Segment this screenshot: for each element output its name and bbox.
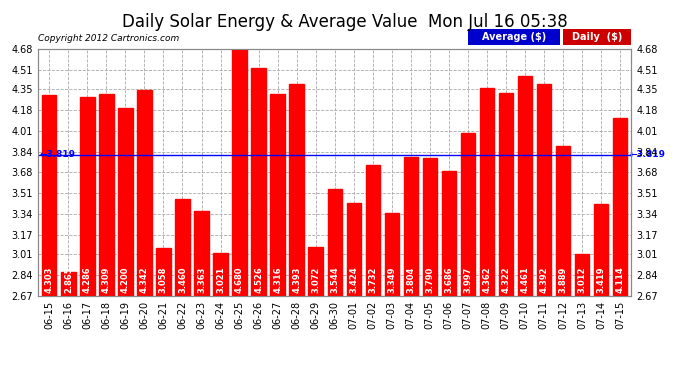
Text: ←3.819: ←3.819: [629, 150, 665, 159]
Text: 2.865: 2.865: [64, 266, 73, 292]
Bar: [537, 84, 551, 296]
Bar: [518, 76, 532, 296]
Bar: [175, 199, 190, 296]
Bar: [213, 253, 228, 296]
Text: 4.392: 4.392: [540, 266, 549, 292]
Bar: [575, 254, 589, 296]
Text: 3.889: 3.889: [558, 266, 567, 292]
Text: 3.732: 3.732: [368, 266, 377, 292]
Text: 3.424: 3.424: [349, 266, 358, 292]
Bar: [480, 88, 494, 296]
Text: 3.072: 3.072: [311, 266, 320, 292]
Text: 3.012: 3.012: [578, 266, 586, 292]
Text: 3.363: 3.363: [197, 266, 206, 292]
Text: 3.997: 3.997: [463, 266, 472, 292]
Text: Daily Solar Energy & Average Value  Mon Jul 16 05:38: Daily Solar Energy & Average Value Mon J…: [122, 13, 568, 31]
Text: ←3.819: ←3.819: [40, 150, 76, 159]
Bar: [42, 95, 57, 296]
Bar: [613, 118, 627, 296]
Bar: [461, 133, 475, 296]
Text: 3.686: 3.686: [444, 266, 453, 292]
Bar: [384, 213, 399, 296]
Text: 3.804: 3.804: [406, 266, 415, 292]
Text: 4.342: 4.342: [140, 266, 149, 292]
Bar: [328, 189, 342, 296]
Bar: [555, 146, 570, 296]
Bar: [442, 171, 456, 296]
Bar: [99, 94, 114, 296]
Text: 4.393: 4.393: [292, 266, 301, 292]
Text: 3.349: 3.349: [387, 266, 396, 292]
Bar: [80, 97, 95, 296]
Bar: [195, 211, 208, 296]
Text: 3.544: 3.544: [330, 266, 339, 292]
Bar: [290, 84, 304, 296]
Bar: [118, 108, 132, 296]
Text: 4.316: 4.316: [273, 266, 282, 292]
Bar: [594, 204, 608, 296]
Text: 4.309: 4.309: [102, 266, 111, 292]
Bar: [366, 165, 380, 296]
Text: 4.680: 4.680: [235, 266, 244, 292]
Text: 4.322: 4.322: [502, 266, 511, 292]
Text: 3.790: 3.790: [425, 266, 434, 292]
Bar: [157, 249, 170, 296]
Bar: [346, 203, 361, 296]
Text: 4.200: 4.200: [121, 266, 130, 292]
Text: 4.286: 4.286: [83, 266, 92, 292]
Bar: [499, 93, 513, 296]
Text: 4.362: 4.362: [482, 266, 491, 292]
Text: 4.461: 4.461: [520, 266, 529, 292]
Text: 3.460: 3.460: [178, 266, 187, 292]
Text: 4.526: 4.526: [254, 266, 263, 292]
Bar: [270, 94, 285, 296]
Text: Copyright 2012 Cartronics.com: Copyright 2012 Cartronics.com: [38, 34, 179, 43]
Bar: [404, 157, 418, 296]
Bar: [61, 272, 75, 296]
Text: 4.303: 4.303: [45, 266, 54, 292]
Bar: [137, 90, 152, 296]
Bar: [422, 158, 437, 296]
Text: 3.021: 3.021: [216, 266, 225, 292]
Bar: [233, 49, 247, 296]
Bar: [251, 68, 266, 296]
Bar: [308, 247, 323, 296]
Text: 3.419: 3.419: [596, 266, 605, 292]
Text: 3.058: 3.058: [159, 266, 168, 292]
Text: 4.114: 4.114: [615, 266, 624, 292]
